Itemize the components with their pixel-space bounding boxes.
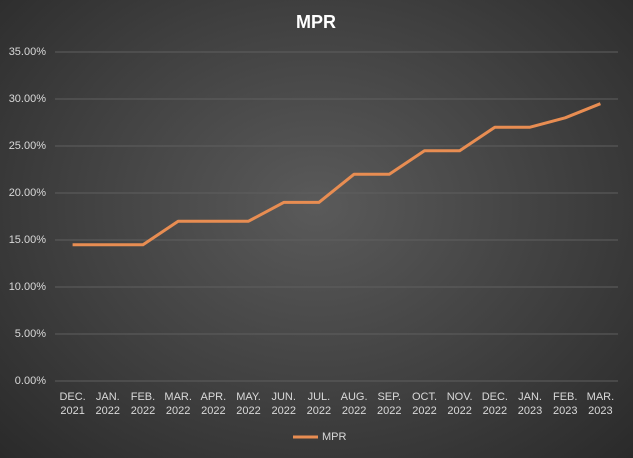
x-tick-label: FEB. 2022: [130, 391, 156, 417]
x-tick-label: MAR. 2023: [586, 391, 615, 417]
x-tick-label: OCT. 2022: [411, 391, 437, 417]
legend-label: MPR: [322, 431, 347, 443]
x-tick-label: JUN. 2022: [271, 391, 296, 417]
line-series: [72, 102, 601, 247]
x-tick-label: APR. 2022: [200, 391, 227, 417]
y-tick-label: 25.00%: [9, 140, 47, 152]
x-tick-label: JAN. 2022: [95, 391, 121, 417]
x-tick-label: MAY. 2022: [236, 391, 261, 417]
x-tick-label: SEP. 2022: [377, 391, 402, 417]
y-tick-label: 15.00%: [9, 234, 47, 246]
y-tick-label: 35.00%: [9, 46, 47, 58]
chart-title: MPR: [296, 12, 336, 32]
x-tick-label: AUG. 2022: [340, 391, 368, 417]
y-tick-label: 20.00%: [9, 187, 47, 199]
x-tick-label: NOV. 2022: [446, 391, 473, 417]
y-tick-label: 5.00%: [15, 328, 46, 340]
x-tick-label: FEB. 2023: [552, 391, 578, 417]
y-tick-label: 30.00%: [9, 93, 47, 105]
x-tick-label: JUL. 2022: [306, 391, 332, 417]
x-tick-label: DEC. 2022: [481, 391, 508, 417]
y-tick-label: 0.00%: [15, 375, 46, 387]
x-tick-label: JAN. 2023: [517, 391, 543, 417]
x-tick-label: MAR. 2022: [164, 391, 192, 417]
x-tick-label: DEC. 2021: [59, 391, 86, 417]
y-tick-label: 10.00%: [9, 281, 47, 293]
